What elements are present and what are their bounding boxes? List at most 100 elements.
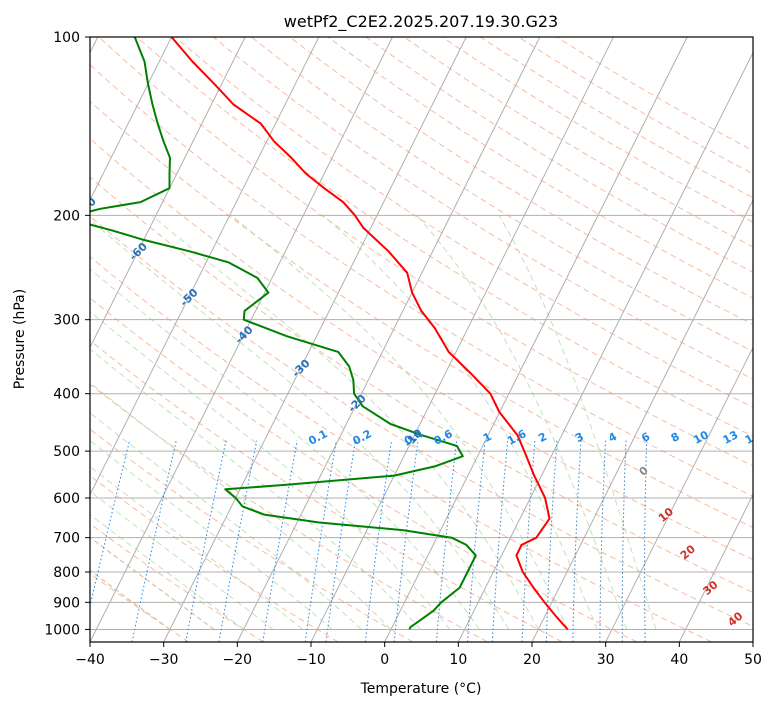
dry-adiabat [365, 37, 753, 273]
dry-adiabat [90, 255, 712, 642]
dry-adiabat [90, 339, 563, 642]
isotherm-line [90, 37, 246, 349]
x-tick-label: −40 [75, 652, 105, 668]
y-tick-label: 100 [53, 30, 80, 46]
mixing-ratio-label: 20 [769, 428, 775, 447]
isotherm-label: -70 [76, 195, 99, 218]
mixing-ratio-line [621, 440, 627, 642]
mixing-ratio-line [131, 440, 177, 642]
mixing-ratio-label: 4 [606, 430, 619, 445]
isotherm-line [90, 37, 172, 202]
mixing-ratio-line [644, 440, 648, 642]
dry-adiabat [90, 176, 753, 594]
mixing-ratio-label: 1 [481, 430, 494, 445]
x-tick-label: −30 [149, 652, 179, 668]
x-tick-label: 30 [597, 652, 615, 668]
mixing-ratio-line [304, 440, 337, 642]
mixing-ratio-label: 8 [669, 430, 682, 445]
isotherm-line [531, 198, 753, 642]
mixing-ratio-line [521, 440, 536, 642]
dry-adiabat [480, 37, 753, 199]
x-tick-label: −20 [223, 652, 253, 668]
y-tick-label: 800 [53, 565, 80, 581]
y-tick-label: 900 [53, 595, 80, 611]
isotherm-line [90, 37, 320, 496]
moist-adiabat [90, 412, 362, 630]
plot-frame [89, 36, 754, 643]
isotherm-line [163, 37, 467, 642]
isotherm-label: -30 [289, 356, 312, 379]
moist-adiabat [322, 214, 598, 630]
dry-adiabat [90, 137, 753, 561]
dry-adiabat [212, 37, 753, 380]
moist-adiabat-label: 40 [725, 609, 745, 629]
mixing-ratio-line [393, 440, 419, 642]
isotherm-line [90, 37, 393, 642]
mixing-ratio-line [262, 440, 298, 642]
dry-adiabat [90, 100, 753, 529]
dry-adiabat [518, 37, 753, 175]
series-layer [90, 37, 569, 631]
moist-adiabat [90, 490, 274, 630]
dewpoint-profile-line [90, 37, 477, 630]
y-tick-label: 1000 [44, 622, 80, 638]
y-axis-label: Pressure (hPa) [12, 289, 28, 389]
dry-adiabat [90, 215, 753, 628]
isotherm-line [752, 640, 753, 642]
moist-adiabat [230, 214, 569, 630]
isotherm-label: -80 [25, 150, 48, 173]
y-tick-label: 500 [53, 444, 80, 460]
x-tick-label: 40 [670, 652, 688, 668]
dry-adiabat [90, 572, 190, 642]
mixing-ratio-label: 2 [536, 430, 549, 445]
mixing-ratio-label: 10 [691, 428, 711, 447]
dry-adiabat [90, 297, 638, 642]
moist-adiabat-label: 20 [678, 542, 698, 562]
moist-adiabat-label: 0 [637, 464, 651, 479]
isotherm-line [678, 493, 753, 642]
isotherm-line [236, 37, 541, 642]
isotherm-label: -40 [232, 323, 255, 346]
mixing-ratio-label: 3 [573, 430, 586, 445]
mixing-ratio-line [364, 440, 392, 642]
mixing-ratio-label: 16 [743, 428, 763, 447]
x-axis-label: Temperature (°C) [360, 681, 482, 697]
mixing-ratio-line [572, 440, 582, 642]
mixing-ratio-line [325, 440, 356, 642]
reference-curve [90, 536, 215, 630]
y-tick-label: 700 [53, 531, 80, 547]
x-tick-label: 50 [744, 652, 762, 668]
dry-adiabat [251, 37, 753, 353]
moist-adiabat [90, 440, 333, 630]
tick-layer: −40 −30 −20 −10 0 10 20 30 40 5010020030040050060… [44, 30, 762, 668]
mixing-ratio-line [90, 440, 131, 609]
dry-adiabat [403, 37, 753, 248]
mixing-ratio-line [599, 440, 607, 642]
mixing-ratio-label: 6 [639, 430, 652, 445]
y-tick-label: 600 [53, 491, 80, 507]
mixing-ratio-line [467, 440, 486, 642]
dry-adiabat [556, 37, 753, 152]
chart-title: wetPf2_C2E2.2025.207.19.30.G23 [284, 12, 558, 32]
isotherm-label: -60 [127, 240, 150, 263]
isotherm-line [457, 51, 753, 642]
dry-adiabat [90, 428, 414, 642]
mixing-ratio-line [218, 440, 258, 642]
reference-curve [90, 569, 171, 630]
mixing-ratio-label: 13 [721, 428, 741, 447]
grid-layer [90, 37, 753, 642]
moist-adiabat [90, 513, 244, 630]
isotherm-line [605, 346, 753, 642]
moist-adiabat-label: 30 [700, 578, 720, 598]
mixing-ratio-line [491, 440, 509, 642]
dry-adiabat [90, 383, 488, 642]
mixing-ratio-label: 0.2 [351, 427, 374, 448]
x-tick-label: 0 [380, 652, 389, 668]
mixing-ratio-label: 0.1 [306, 427, 329, 448]
x-tick-label: 20 [523, 652, 541, 668]
y-tick-label: 300 [53, 313, 80, 329]
dry-adiabat [90, 523, 264, 642]
mixing-ratio-label: 1.6 [505, 427, 529, 448]
dry-adiabat [98, 37, 753, 467]
